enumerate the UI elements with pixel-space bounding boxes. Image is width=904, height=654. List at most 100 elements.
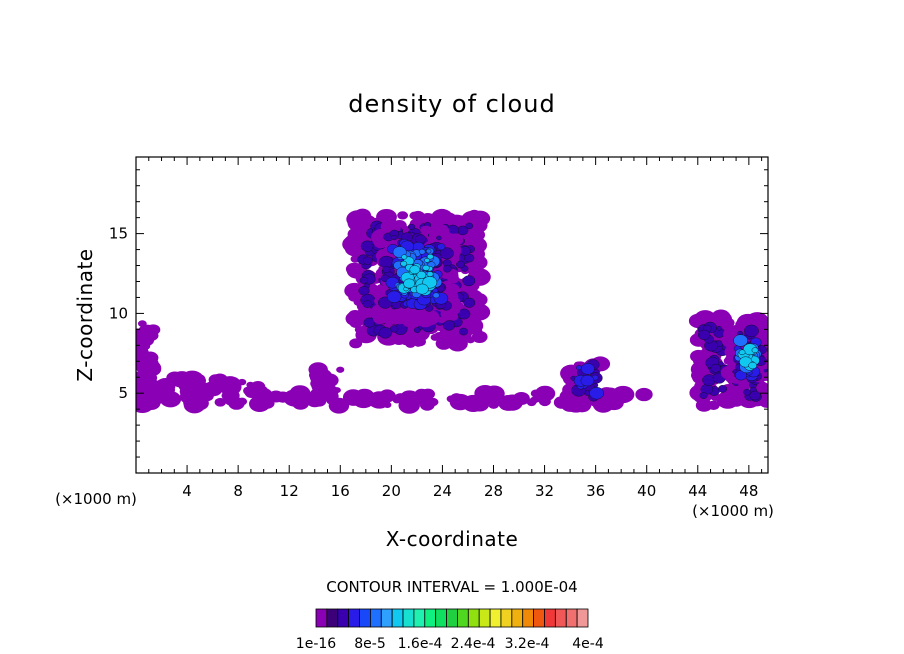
- cloud-cell: [488, 400, 500, 409]
- x-tick-label: 40: [637, 482, 656, 500]
- cloud-cell: [434, 212, 450, 224]
- x-tick-label: 12: [280, 482, 299, 500]
- cloud-core: [442, 265, 452, 273]
- cloud-core: [403, 278, 415, 289]
- cloud-cell: [180, 370, 204, 389]
- cloud-core: [408, 223, 416, 230]
- cloud-core: [418, 248, 426, 255]
- cloud-cell: [419, 213, 436, 226]
- cloud-cell: [468, 303, 491, 321]
- cloud-core: [424, 258, 430, 263]
- cloud-cell: [427, 397, 439, 407]
- cloud-cell: [472, 323, 481, 330]
- colorbar-swatch: [435, 608, 447, 628]
- cloud-cell: [397, 211, 409, 220]
- cloud-core: [432, 292, 440, 299]
- x-unit-label-left: (×1000 m): [55, 490, 137, 508]
- cloud-core: [386, 290, 402, 303]
- cloud-core: [699, 391, 708, 399]
- cloud-cell: [347, 214, 371, 232]
- cloud-core: [697, 329, 711, 340]
- colorbar: 1e-16 8e-5 1.6e-4 2.4e-4 3.2e-4 4e-4: [296, 608, 604, 652]
- colorbar-label: 3.2e-4: [505, 636, 550, 652]
- cloud-core: [744, 324, 759, 338]
- cloud-core: [718, 385, 728, 393]
- colorbar-swatch: [391, 608, 404, 628]
- cloud-cell: [147, 379, 162, 391]
- cloud-core: [382, 266, 391, 274]
- colorbar-swatch: [424, 608, 437, 628]
- cloud-core: [463, 297, 476, 308]
- cloud-cell: [166, 371, 184, 385]
- cloud-cell: [214, 397, 227, 407]
- cloud-cell: [430, 333, 440, 341]
- cloud-cell: [326, 397, 336, 405]
- colorbar-swatch: [457, 608, 469, 628]
- colorbar-label: 4e-4: [572, 636, 604, 652]
- cloud-cell: [312, 381, 322, 389]
- colorbar-swatch: [478, 608, 491, 628]
- cloud-cell: [377, 249, 388, 258]
- cloud-core: [400, 260, 408, 267]
- cloud-cell: [388, 222, 397, 229]
- cloud-cell: [224, 393, 240, 406]
- cloud-core: [716, 325, 722, 331]
- cloud-cell: [145, 373, 158, 383]
- colorbar-swatch: [348, 608, 360, 628]
- colorbar-swatch: [369, 608, 382, 628]
- colorbar-swatch: [413, 608, 426, 628]
- colorbar-label: 8e-5: [354, 636, 385, 652]
- y-tick-label: 10: [109, 304, 128, 322]
- cloud-cell: [348, 292, 360, 302]
- cloud-core: [738, 349, 746, 356]
- colorbar-swatch: [315, 608, 328, 628]
- y-tick-label: 5: [118, 384, 128, 402]
- cloud-core: [462, 275, 476, 287]
- x-tick-label: 28: [484, 482, 503, 500]
- cloud-cell: [336, 366, 345, 373]
- cloud-cell: [347, 264, 360, 275]
- cloud-core: [442, 320, 456, 331]
- cloud-core: [710, 363, 721, 373]
- cloud-cell: [416, 394, 426, 401]
- cloud-core: [718, 361, 724, 366]
- plot-frame: [135, 156, 769, 474]
- cloud-cell: [409, 211, 420, 220]
- cloud-cell: [216, 377, 228, 387]
- cloud-core: [437, 243, 446, 251]
- cloud-cell: [478, 388, 498, 403]
- x-tick-label: 4: [182, 482, 192, 500]
- chart-title: density of cloud: [348, 90, 555, 118]
- cloud-core: [439, 247, 454, 260]
- cloud-core: [733, 334, 748, 347]
- cloud-cell: [136, 388, 148, 402]
- cloud-cell: [716, 391, 740, 409]
- cloud-core: [743, 388, 752, 396]
- cloud-cell: [469, 210, 491, 227]
- cloud-cell: [136, 344, 149, 361]
- cloud-cell: [635, 387, 653, 402]
- cloud-core: [401, 254, 408, 260]
- cloud-cell: [420, 225, 432, 235]
- colorbar-swatch: [533, 608, 545, 628]
- cloud-cell: [363, 392, 380, 406]
- cloud-cell: [471, 330, 488, 343]
- cloud-core: [422, 264, 430, 271]
- x-tick-label: 44: [688, 482, 707, 500]
- cloud-core: [459, 327, 469, 336]
- cloud-core: [359, 276, 368, 284]
- cloud-core: [426, 253, 434, 260]
- cloud-cell: [381, 308, 404, 325]
- colorbar-swatch: [467, 608, 480, 628]
- cloud-core: [748, 361, 757, 370]
- cloud-cell: [599, 387, 621, 404]
- cloud-cell: [292, 396, 309, 410]
- cloud-cell: [260, 397, 275, 409]
- colorbar-label: 2.4e-4: [451, 636, 496, 652]
- cloud-core: [751, 347, 759, 354]
- cloud-cell: [136, 359, 151, 373]
- cloud-cell: [183, 395, 203, 410]
- colorbar-swatch: [337, 608, 350, 628]
- colorbar-label: 1e-16: [296, 636, 336, 652]
